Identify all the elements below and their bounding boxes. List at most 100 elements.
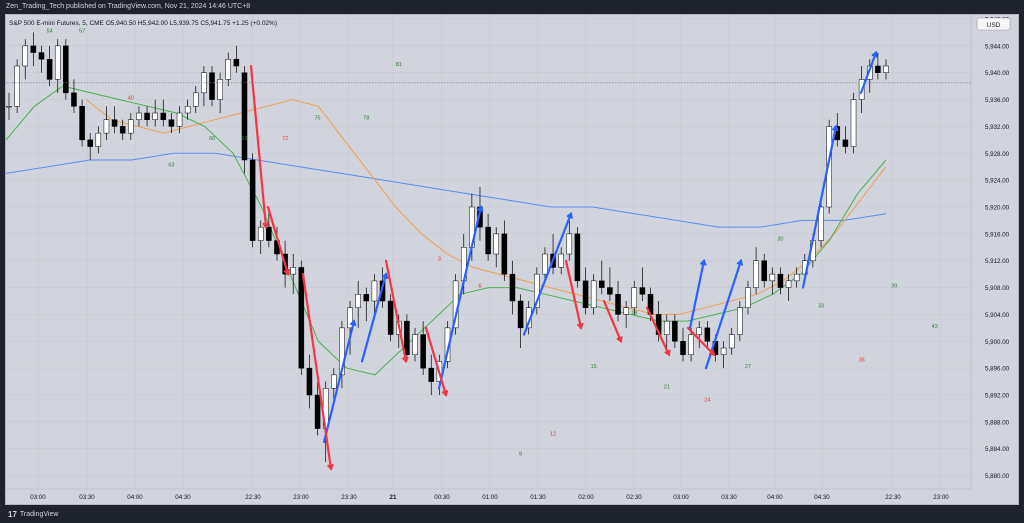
candle-body (176, 112, 183, 127)
swing-leg-down-line (266, 205, 290, 276)
candle-body (95, 132, 102, 147)
candle-body (160, 112, 167, 120)
candle (777, 267, 784, 295)
price-tick-label: 5,880.00 (985, 473, 1010, 480)
candle-body (379, 280, 386, 302)
candle-body (875, 65, 881, 73)
candle-body (582, 280, 589, 308)
swing-leg-down-arrow (262, 222, 270, 230)
time-tick-label: 04:00 (127, 494, 143, 501)
time-tick-label: 22:30 (885, 494, 901, 501)
swing-leg-down (686, 326, 716, 357)
candle (54, 39, 61, 93)
candle-body (680, 341, 686, 355)
candle-body (144, 112, 150, 120)
candle (599, 260, 605, 295)
currency-button[interactable]: USD (976, 17, 1011, 31)
bar-count-label: 63 (168, 163, 174, 169)
swing-leg-up-line (322, 320, 356, 444)
price-tick-label: 5,932.00 (985, 124, 1010, 131)
candle-body (509, 273, 516, 302)
candle (103, 106, 110, 140)
candle-body (672, 320, 678, 342)
candle-body (534, 273, 540, 308)
candle (314, 381, 321, 436)
candle (493, 227, 499, 268)
candle-body (850, 99, 857, 147)
swing-leg-up (322, 319, 357, 444)
candle (582, 267, 589, 315)
swing-leg-up-arrow (381, 272, 389, 280)
price-tick-label: 5,884.00 (985, 446, 1010, 453)
candle-body (14, 65, 20, 107)
swing-leg-up (859, 50, 878, 94)
candle-body (111, 119, 118, 127)
candle-body (257, 226, 264, 241)
candle (63, 39, 69, 100)
bar-count-label: 6 (478, 284, 481, 290)
candle-body (696, 327, 702, 335)
footer-brand[interactable]: 17 TradingView (8, 508, 58, 520)
swing-leg-up-arrow (699, 258, 707, 266)
price-tick-label: 5,900.00 (985, 339, 1010, 346)
candle (46, 45, 53, 87)
candle (201, 66, 207, 107)
price-tick-label: 5,920.00 (985, 205, 1010, 212)
candle (688, 327, 694, 362)
grid (6, 15, 971, 489)
bar-count-label: 39 (891, 284, 897, 290)
bar-count-label: 78 (363, 116, 369, 122)
price-axis[interactable]: 5,880.00 5,884.00 5,888.00 5,892.00 5,896.00… (970, 15, 1018, 504)
candle (209, 66, 215, 107)
time-tick-label: 00:30 (434, 494, 450, 501)
bar-count-label: 15 (591, 364, 597, 370)
candle-body (331, 374, 337, 389)
candle (355, 280, 361, 328)
chart-panel[interactable]: 1 54 57 40 63 66 69 72 75 78 81 3 6 9 12 15 18 21 24 27 30 33… (5, 14, 1019, 505)
candle (79, 99, 85, 147)
swing-leg-down-line (301, 273, 333, 470)
swing-leg-down (645, 306, 671, 357)
time-tick-label: 22:30 (245, 494, 261, 501)
candle-body (769, 273, 776, 282)
candle-body (883, 65, 889, 73)
candle-body (347, 307, 353, 329)
candle (485, 213, 491, 261)
swing-leg-up (688, 258, 707, 329)
swing-leg-up (437, 205, 484, 390)
candle-body (404, 320, 410, 355)
bar-count-label: 18 (631, 310, 637, 316)
candle-body (574, 233, 581, 282)
candle (233, 45, 240, 73)
swing-leg-up-line (360, 273, 388, 363)
candle (737, 301, 743, 342)
price-tick-label: 5,924.00 (985, 178, 1010, 185)
candle (193, 86, 199, 113)
swing-leg-up-arrow (831, 124, 839, 132)
candle (663, 314, 670, 348)
candle-body (87, 139, 93, 147)
price-tick-label: 5,916.00 (985, 231, 1010, 238)
candle (720, 341, 727, 369)
candle (339, 321, 345, 389)
time-tick-label: 23:00 (933, 494, 949, 501)
candle (249, 153, 256, 248)
candle (38, 45, 45, 73)
candle (30, 32, 37, 66)
bar-count-label: 1 (7, 116, 10, 122)
swing-leg-up (360, 272, 389, 363)
candle-body (306, 367, 313, 396)
candle (87, 133, 93, 160)
candle (704, 321, 711, 348)
price-tick-label: 5,936.00 (985, 97, 1010, 104)
swing-leg-up (801, 124, 839, 289)
bar-count-label: 42 (932, 324, 938, 330)
bar-count-label: 81 (396, 62, 402, 68)
candle-body (46, 59, 53, 80)
time-tick-label: 02:30 (626, 494, 642, 501)
publish-header: Zen_Trading_Tech published on TradingVie… (6, 3, 251, 10)
swing-leg-up-arrow (566, 211, 573, 219)
time-axis[interactable]: 03:00 03:30 04:00 04:30 22:30 23:00 23:30 21 00:… (6, 488, 971, 501)
currency-label: USD (987, 22, 1001, 29)
